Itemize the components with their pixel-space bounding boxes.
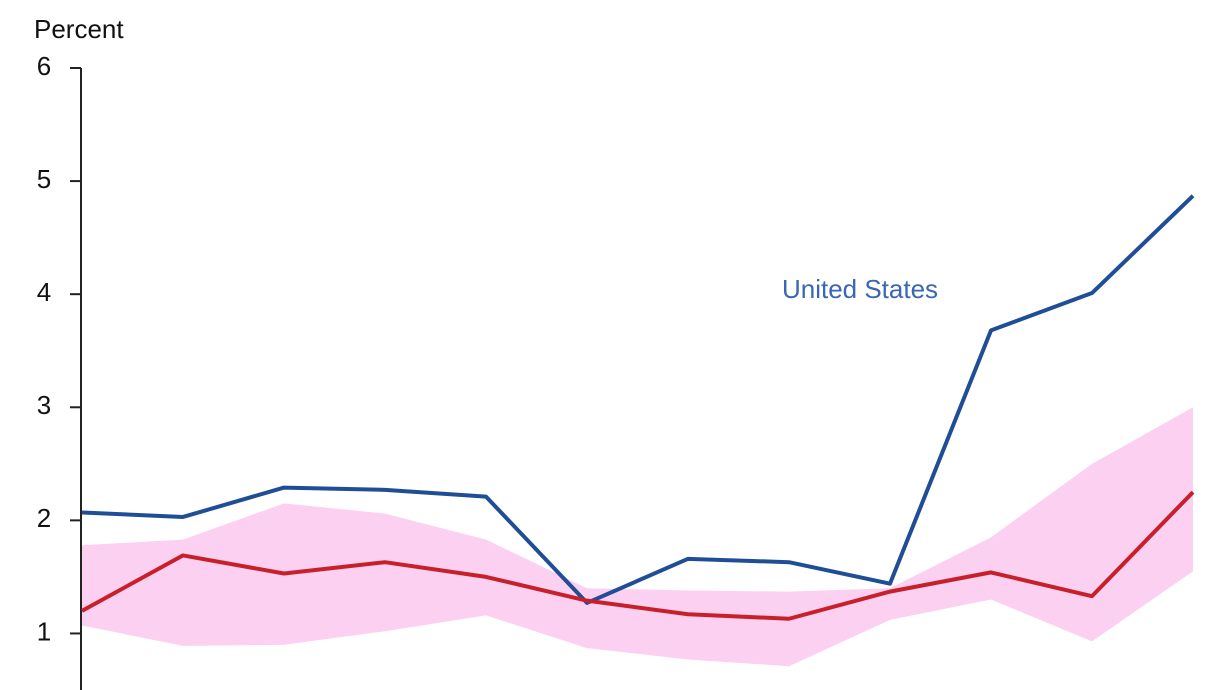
y-tick-label: 3: [37, 390, 51, 420]
range-band: [82, 407, 1193, 667]
series-label: United States: [782, 274, 938, 304]
y-axis-title: Percent: [34, 14, 124, 44]
y-tick-label: 5: [37, 164, 51, 194]
y-tick-label: 6: [37, 51, 51, 81]
y-tick-label: 2: [37, 503, 51, 533]
y-tick-label: 1: [37, 616, 51, 646]
series-line: [81, 490, 1195, 621]
series-line: [81, 194, 1195, 605]
y-tick-label: 4: [37, 277, 51, 307]
